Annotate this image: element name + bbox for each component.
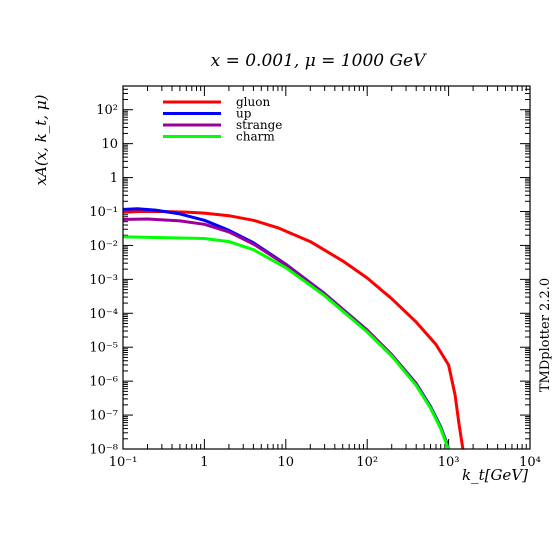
legend-label-charm: charm [236,130,275,144]
x-tick-label: 10³ [438,455,460,470]
legend-label-up: up [236,107,252,121]
y-tick-label: 10² [96,103,118,118]
y-tick-label: 10⁻³ [89,273,118,288]
series-line-charm [122,235,450,450]
x-tick-label: 10² [356,455,378,470]
y-tick-label: 10⁻⁵ [89,341,118,356]
y-tick-label: 10⁻⁷ [89,409,118,424]
y-tick-label: 10⁻⁸ [89,443,118,458]
y-tick-label: 1 [110,171,118,186]
x-tick-label: 1 [200,455,208,470]
legend-label-strange: strange [236,118,282,132]
y-tick-label: 10⁻² [89,239,118,254]
y-axis-label: xA(x, k_t, μ) [32,94,50,185]
x-tick-label: 10⁴ [519,455,541,470]
series-line-up [122,207,451,450]
legend-label-gluon: gluon [236,95,270,109]
tmdplotter-version-label: TMDplotter 2.2.0 [538,278,553,392]
series-layer [122,207,465,450]
y-tick-label: 10⁻⁶ [89,375,118,390]
y-tick-label: 10⁻¹ [89,205,118,220]
y-tick-label: 10 [101,137,118,152]
x-axis-label: k_t[GeV] [462,466,528,484]
tick-labels-layer: 10⁻¹ 1 10 10² 10³ 10⁴ 10⁻⁸ 10⁻⁷ 10⁻⁶ 10⁻⁵ 10⁻⁴ 10⁻³… [89,103,541,470]
ticks-layer [122,85,531,450]
series-line-gluon [122,210,465,450]
y-tick-label: 10⁻⁴ [89,307,118,322]
series-line-strange [122,217,451,450]
chart-title: x = 0.001, μ = 1000 GeV [211,51,428,71]
plot-frame [122,85,531,450]
x-tick-label: 10 [278,455,295,470]
x-tick-label: 10⁻¹ [109,455,138,470]
